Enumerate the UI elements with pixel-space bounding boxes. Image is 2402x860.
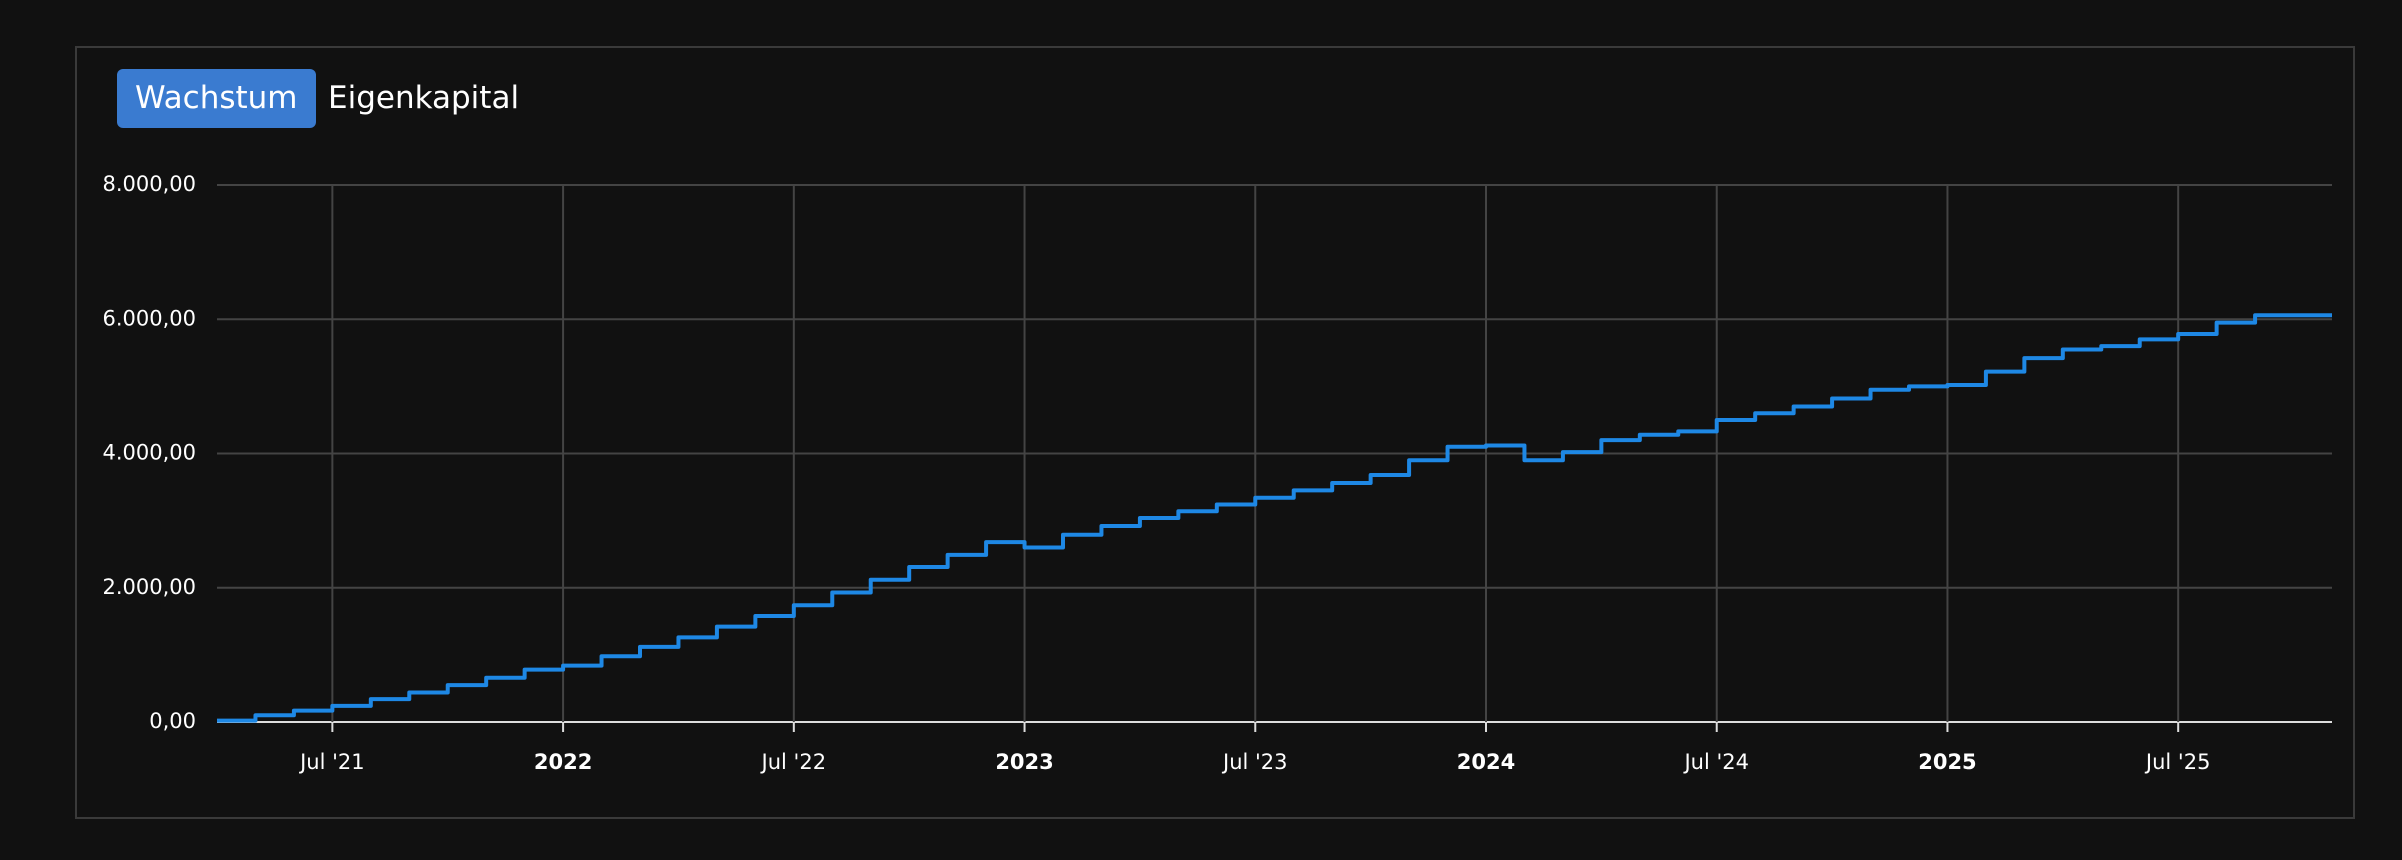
- data-line: [217, 313, 2332, 723]
- x-tick-label: Jul '24: [1682, 750, 1749, 774]
- x-tick-label: 2024: [1457, 750, 1515, 774]
- chart-card: Wachstum Eigenkapital: [75, 46, 2355, 819]
- x-tick-label: Jul '21: [298, 750, 365, 774]
- x-tick-label: 2025: [1918, 750, 1976, 774]
- y-tick-label: 2.000,00: [102, 575, 196, 599]
- y-tick-label: 0,00: [149, 709, 196, 733]
- x-tick-label: 2023: [995, 750, 1053, 774]
- y-tick-label: 8.000,00: [102, 172, 196, 196]
- x-tick-label: Jul '25: [2144, 750, 2211, 774]
- y-tick-label: 4.000,00: [102, 441, 196, 465]
- x-tick-label: Jul '22: [760, 750, 827, 774]
- tab-button[interactable]: Wachstum: [117, 69, 316, 128]
- x-tick-label: Jul '23: [1221, 750, 1288, 774]
- x-tick-label: 2022: [534, 750, 592, 774]
- tab-button[interactable]: Eigenkapital: [328, 80, 520, 116]
- y-tick-label: 6.000,00: [102, 306, 196, 330]
